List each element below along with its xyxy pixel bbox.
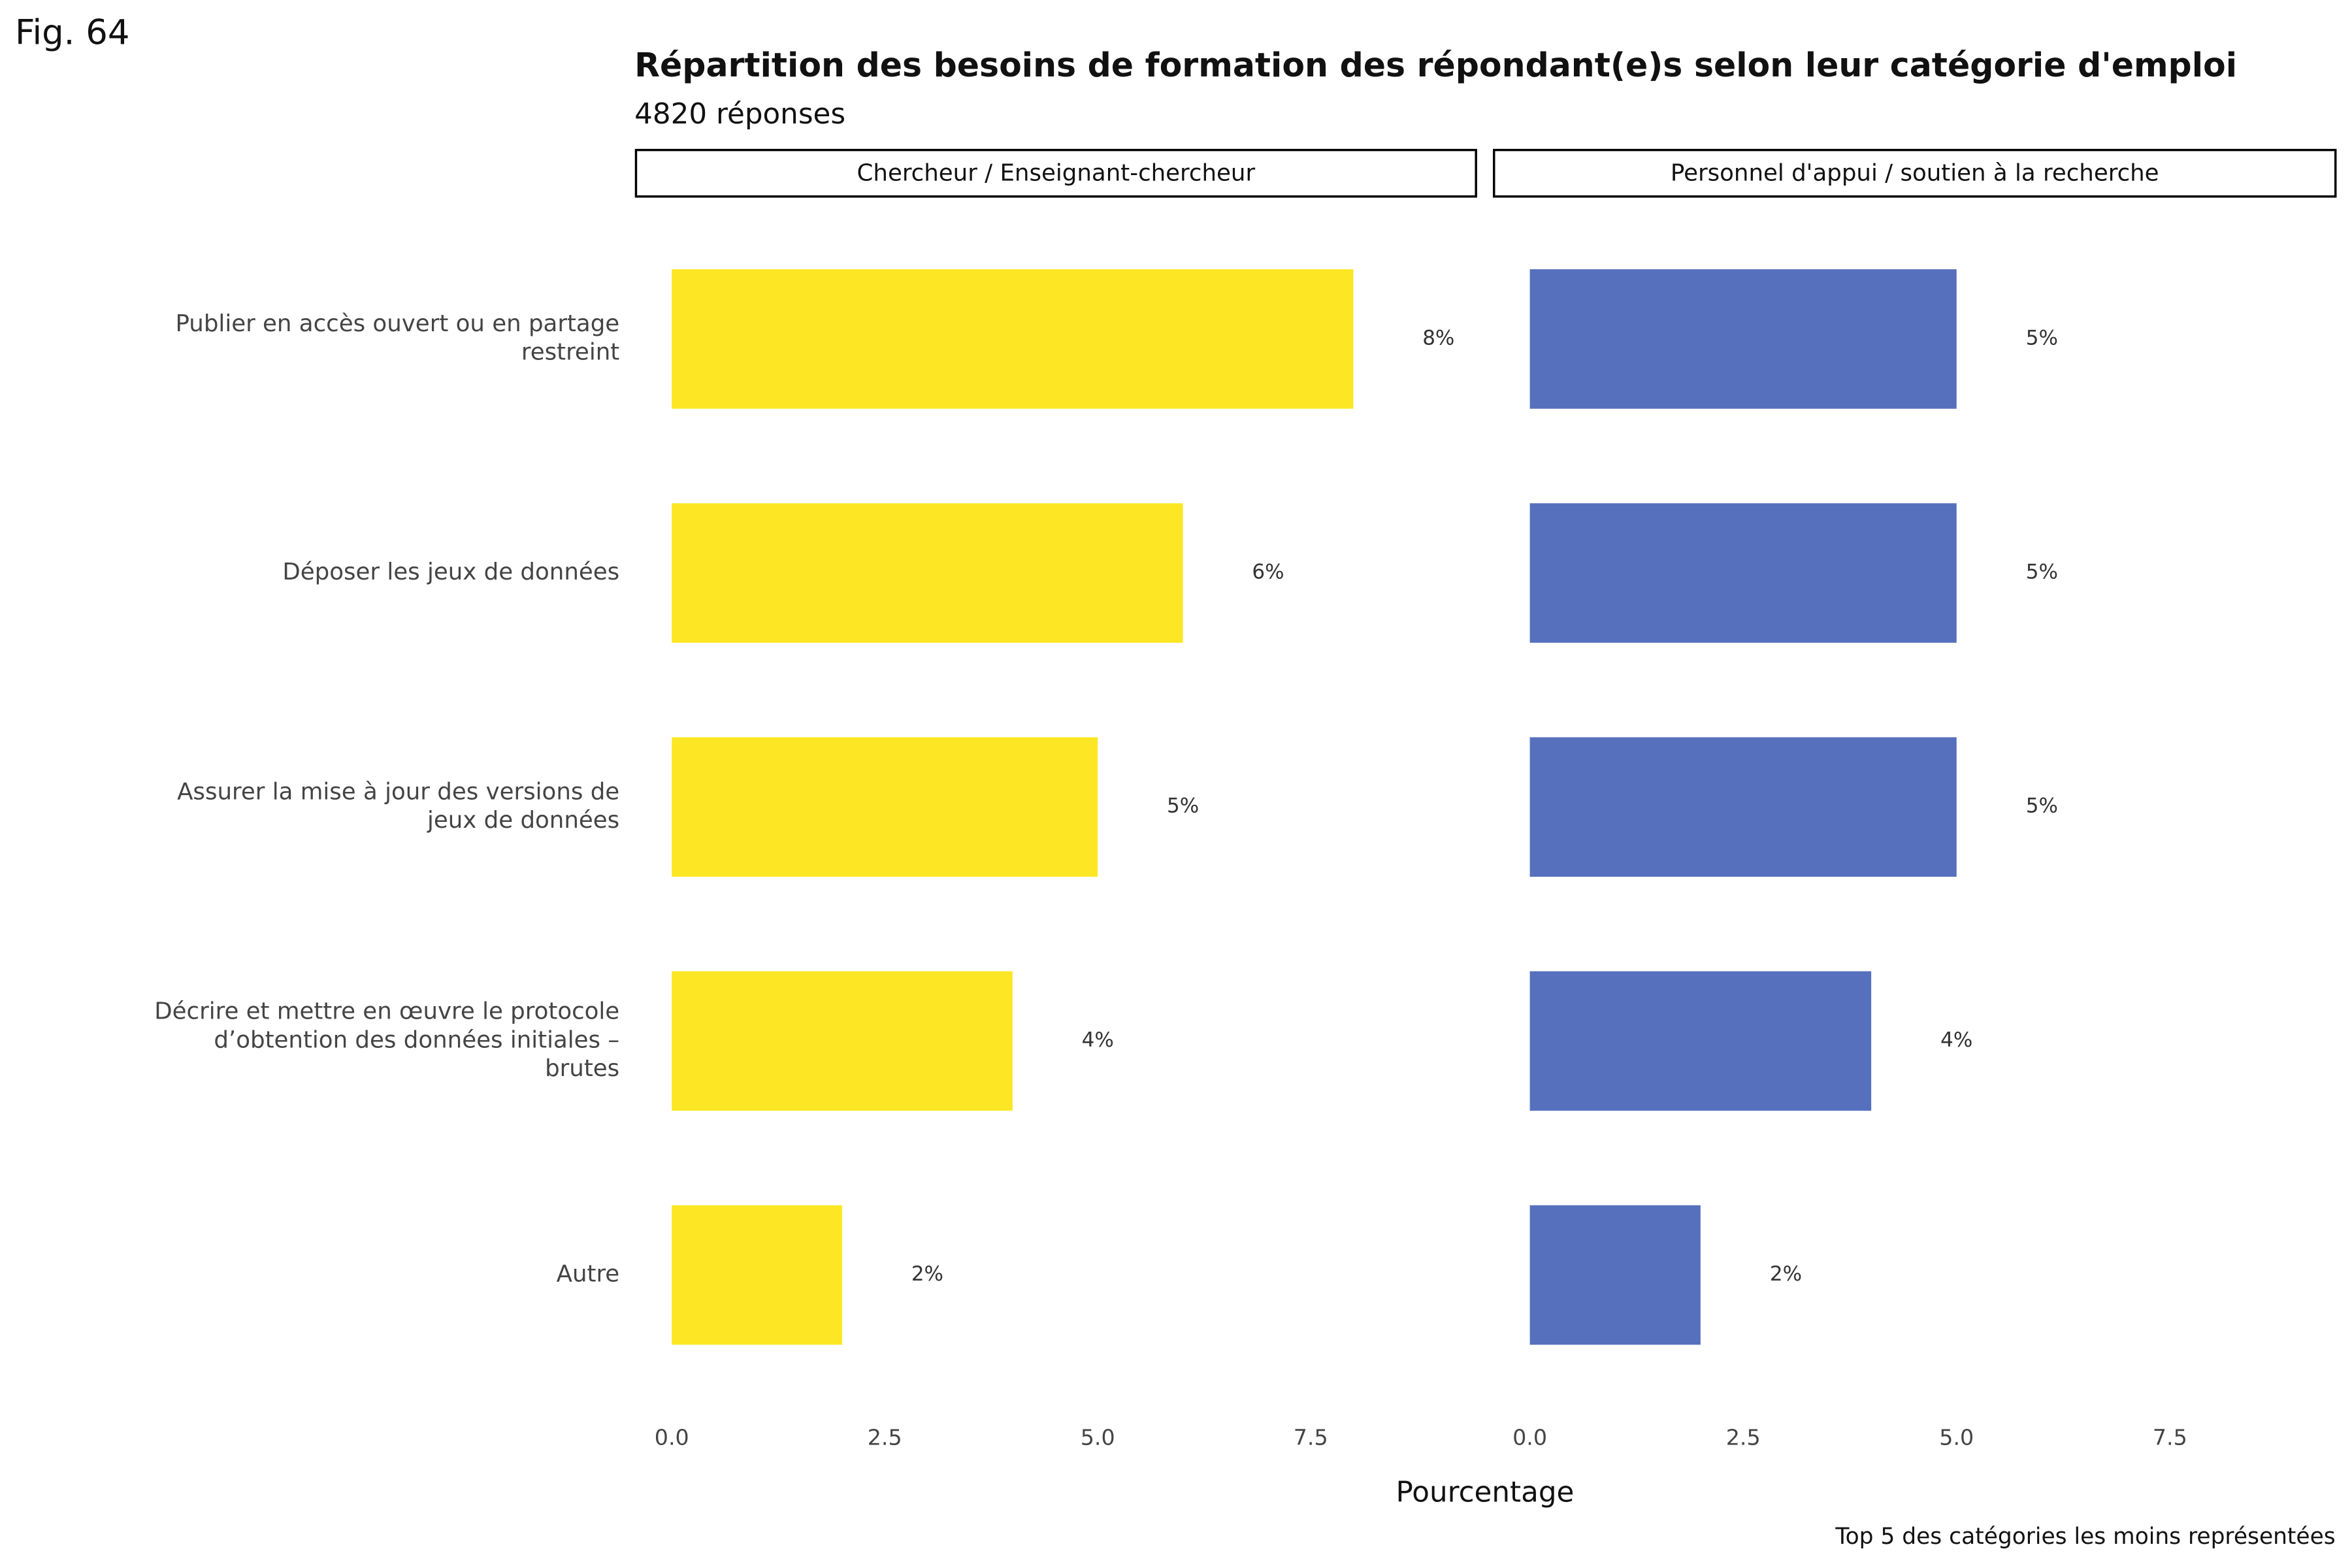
- x-tick-label: 7.5: [2153, 1424, 2187, 1450]
- y-tick-label: Décrire et mettre en œuvre le protocole d…: [154, 998, 619, 1082]
- y-tick-label-line: restreint: [521, 339, 619, 366]
- x-axis-title: Pourcentage: [1396, 1477, 1575, 1509]
- bar: [1529, 737, 1957, 877]
- facet-label: Personnel d'appui / soutien à la recherc…: [1671, 159, 2159, 186]
- facet-strip: [1493, 148, 2337, 198]
- facet-label: Chercheur / Enseignant-chercheur: [857, 159, 1256, 186]
- chart-title: Répartition des besoins de formation des…: [634, 46, 2237, 84]
- bar: [672, 503, 1183, 643]
- x-tick-label: 5.0: [1081, 1424, 1115, 1450]
- chart-subtitle: 4820 réponses: [634, 98, 845, 131]
- y-tick-label: Assurer la mise à jour des versions de je…: [177, 778, 619, 834]
- value-label: 4%: [1940, 1028, 1972, 1052]
- value-label: 5%: [2026, 326, 2058, 350]
- value-label: 2%: [1770, 1262, 1802, 1286]
- y-tick-label: Publier en accès ouvert ou en partage res…: [175, 310, 619, 366]
- value-label: 8%: [1422, 326, 1454, 350]
- x-tick-label: 0.0: [1512, 1424, 1547, 1450]
- y-tick-label-line: d’obtention des données initiales –: [214, 1026, 619, 1053]
- x-tick-label: 2.5: [1726, 1424, 1761, 1450]
- y-tick-label-line: Décrire et mettre en œuvre le protocole: [154, 998, 619, 1025]
- value-label: 6%: [1252, 561, 1284, 584]
- bar: [1529, 503, 1957, 643]
- bar: [1529, 269, 1957, 409]
- value-label: 5%: [2026, 794, 2058, 818]
- bar: [672, 1205, 843, 1345]
- x-tick-label: 5.0: [1939, 1424, 1974, 1450]
- y-tick-label-line: Déposer les jeux de données: [282, 559, 619, 585]
- x-tick-label: 0.0: [655, 1424, 689, 1450]
- figure-label: Fig. 64: [15, 12, 129, 52]
- bar: [1529, 971, 1872, 1111]
- y-tick-label-line: Assurer la mise à jour des versions de: [177, 778, 619, 805]
- bar: [672, 269, 1354, 409]
- bar: [672, 737, 1098, 877]
- y-tick-label-line: brutes: [545, 1055, 619, 1082]
- y-tick-label: Déposer les jeux de données: [282, 559, 619, 585]
- y-tick-label-line: jeux de données: [427, 807, 619, 834]
- value-label: 5%: [2026, 561, 2058, 584]
- caption: Top 5 des catégories les moins représent…: [1835, 1524, 2335, 1550]
- y-tick-label-line: Autre: [557, 1261, 620, 1288]
- value-label: 2%: [911, 1262, 943, 1286]
- x-tick-label: 7.5: [1294, 1424, 1328, 1450]
- y-tick-label-line: Publier en accès ouvert ou en partage: [175, 310, 619, 337]
- facet-strip: [634, 148, 1477, 198]
- x-tick-label: 2.5: [868, 1424, 902, 1450]
- bar: [1529, 1205, 1701, 1345]
- value-label: 5%: [1167, 794, 1199, 818]
- bar: [672, 971, 1013, 1111]
- y-tick-label: Autre: [557, 1261, 620, 1288]
- value-label: 4%: [1082, 1028, 1114, 1052]
